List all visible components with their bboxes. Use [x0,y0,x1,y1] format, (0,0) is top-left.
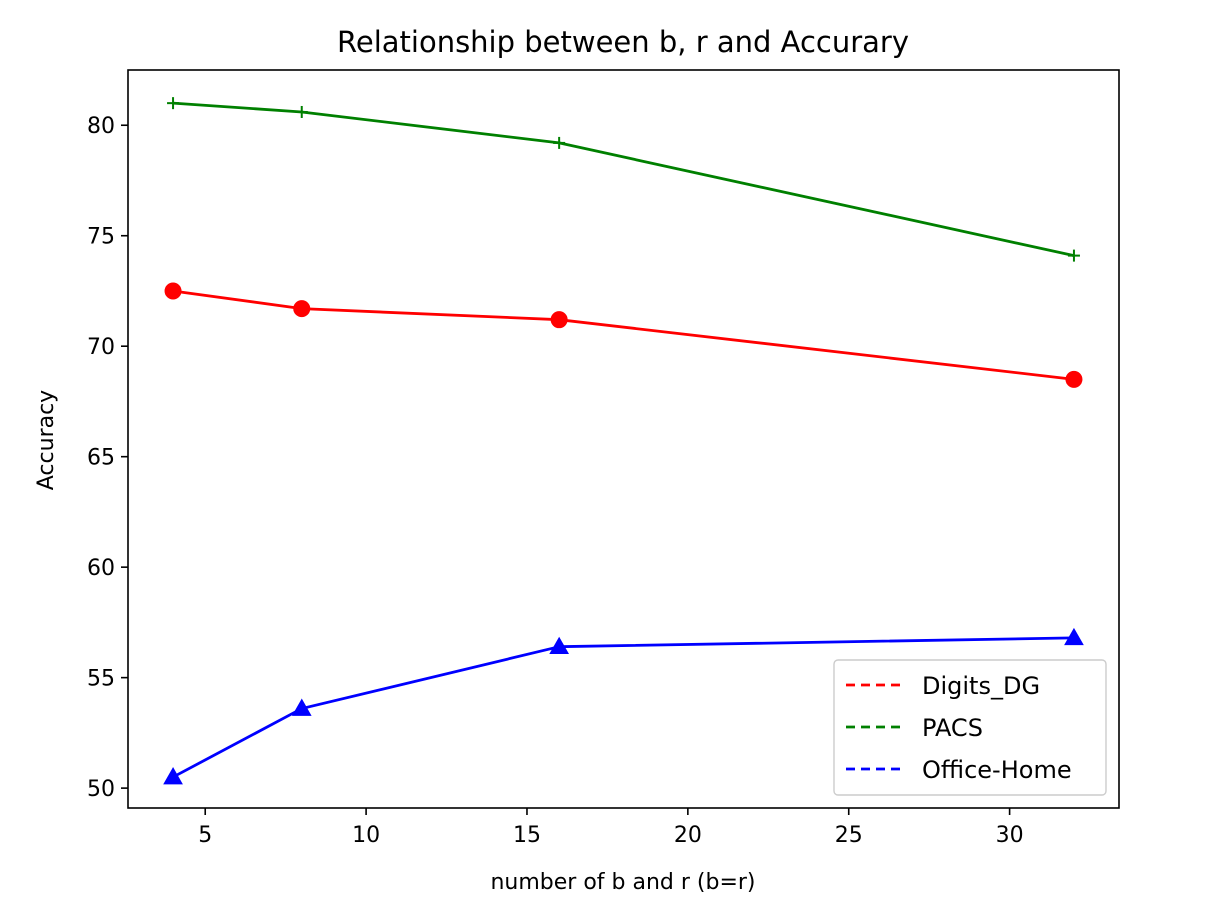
plot-area [127,69,1120,809]
legend-label: Office-Home [922,756,1072,784]
x-axis-label: number of b and r (b=r) [490,870,755,895]
x-tick-label: 25 [835,823,863,848]
y-tick-label: 65 [87,446,115,471]
series-line-pacs [172,101,1075,257]
series-office-home [163,627,1084,785]
data-point-pacs [553,136,566,149]
y-tick-label: 75 [87,225,115,250]
x-tick-label: 15 [513,823,541,848]
data-point-pacs [1067,249,1080,262]
data-point-digits-dg [550,311,568,329]
series-digits-dg [164,282,1083,388]
x-tick-label: 5 [198,823,212,848]
y-tick-label: 80 [87,114,115,139]
chart-title: Relationship between b, r and Accurary [337,25,909,59]
series-pacs [167,97,1080,262]
data-point-digits-dg [293,300,311,318]
series-layer [163,97,1084,785]
legend-label: Digits_DG [922,672,1040,700]
data-point-digits-dg [164,282,182,300]
y-axis-ticks: 50 55 60 65 70 75 80 [87,114,128,802]
y-tick-label: 70 [87,335,115,360]
data-point-digits-dg [1065,370,1083,388]
legend-label: PACS [922,714,983,742]
data-point-pacs [167,97,180,110]
x-axis-ticks: 5 10 15 20 25 30 [198,808,1024,848]
y-tick-label: 55 [87,667,115,692]
x-tick-label: 30 [996,823,1024,848]
legend-item-office-home: Office-Home [846,756,1072,784]
plot-frame [127,69,1120,809]
x-tick-label: 20 [674,823,702,848]
data-point-pacs [295,105,308,118]
y-tick-label: 60 [87,556,115,581]
legend-item-pacs: PACS [846,714,983,742]
series-line-office-home [172,636,1074,779]
x-tick-label: 10 [352,823,380,848]
legend: Digits_DG PACS Office-Home [833,659,1107,796]
legend-box [833,659,1107,796]
y-axis-label: Accuracy [34,390,59,490]
data-point-office-home [549,636,570,654]
y-tick-label: 50 [87,777,115,802]
legend-items: Digits_DG PACS Office-Home [846,672,1072,784]
data-point-office-home [1064,627,1084,646]
data-point-office-home [291,698,312,716]
legend-item-digits-dg: Digits_DG [846,672,1040,700]
data-point-office-home [163,767,183,785]
series-line-digits-dg [172,289,1075,381]
